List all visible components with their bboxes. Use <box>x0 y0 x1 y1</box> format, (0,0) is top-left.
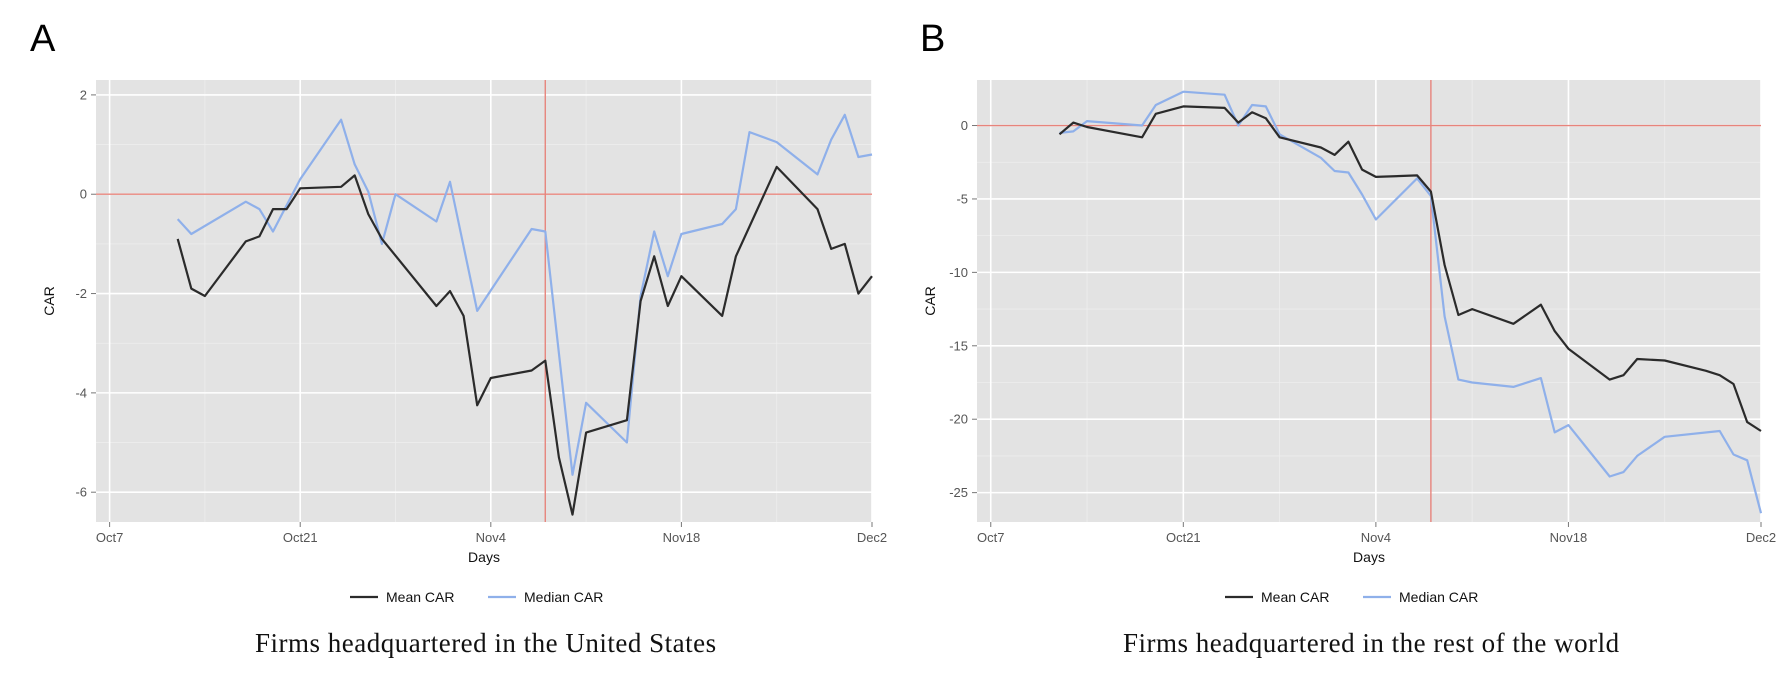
figure-caption: Firms headquartered in the rest of the w… <box>1123 628 1620 658</box>
y-tick-label: -10 <box>949 265 968 280</box>
x-tick-label: Oct7 <box>977 530 1004 545</box>
legend-label-median: Median CAR <box>1399 589 1478 605</box>
legend-label-median: Median CAR <box>524 589 603 605</box>
y-tick-label: 0 <box>80 187 87 202</box>
mean-car-series-line <box>176 165 873 516</box>
median-car-series-line <box>176 113 873 476</box>
x-tick-label: Dec2 <box>857 530 887 545</box>
x-tick-label: Nov4 <box>476 530 506 545</box>
figure-caption: Firms headquartered in the United States <box>255 628 717 658</box>
y-tick-label: 2 <box>80 87 87 102</box>
x-tick-label: Nov18 <box>1550 530 1588 545</box>
panel-letter: A <box>30 18 56 60</box>
y-tick-label: -6 <box>75 485 87 500</box>
y-axis-title: CAR <box>41 286 57 316</box>
x-tick-label: Oct21 <box>1166 530 1201 545</box>
panel-a: A 2 0 -2 -4 -6 Oct7 Oct21 Nov4 Nov18 Dec2 Days CAR M… <box>30 18 887 658</box>
panel-letter: B <box>920 18 946 60</box>
x-tick-label: Nov18 <box>663 530 701 545</box>
y-tick-label: -20 <box>949 412 968 427</box>
mean-car-series-line <box>1058 105 1762 432</box>
chart-a: 2 0 -2 -4 -6 Oct7 Oct21 Nov4 Nov18 Dec2 Days CAR Mea… <box>41 80 887 605</box>
chart-b: 0 -5 -10 -15 -20 -25 Oct7 Oct21 Nov4 Nov18 Dec2 Day… <box>922 80 1776 605</box>
y-tick-label: -15 <box>949 338 968 353</box>
y-tick-label: -25 <box>949 485 968 500</box>
x-axis-title: Days <box>468 549 500 565</box>
y-tick-label: -5 <box>956 191 968 206</box>
y-axis-title: CAR <box>922 286 938 316</box>
x-tick-label: Oct21 <box>283 530 318 545</box>
y-tick-label: -2 <box>75 286 87 301</box>
x-axis-title: Days <box>1353 549 1385 565</box>
plot-background <box>977 80 1761 522</box>
legend-label-mean: Mean CAR <box>1261 589 1329 605</box>
panel-b: B 0 -5 -10 -15 -20 -25 Oct7 Oct21 Nov4 Nov18 Dec2 D… <box>890 0 1780 682</box>
legend-label-mean: Mean CAR <box>386 589 454 605</box>
x-tick-label: Dec2 <box>1746 530 1776 545</box>
median-car-series-line <box>1059 90 1763 514</box>
y-tick-label: 0 <box>961 118 968 133</box>
x-tick-label: Oct7 <box>96 530 123 545</box>
x-tick-label: Nov4 <box>1361 530 1391 545</box>
y-tick-label: -4 <box>75 385 87 400</box>
